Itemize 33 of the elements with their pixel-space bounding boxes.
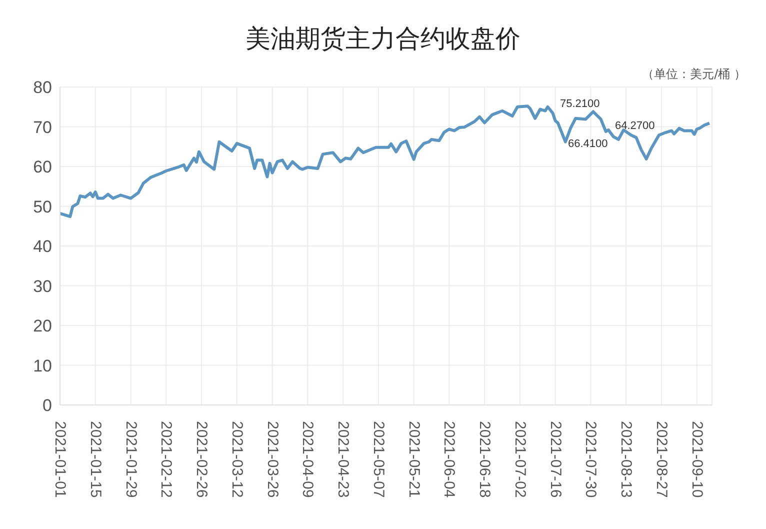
y-tick-label: 0 xyxy=(42,396,52,416)
annotation: 66.4100 xyxy=(568,138,608,150)
y-tick-label: 30 xyxy=(33,276,52,296)
x-tick-label: 2021-01-01 xyxy=(52,421,68,498)
y-tick-label: 40 xyxy=(33,237,52,256)
x-tick-label: 2021-08-13 xyxy=(618,421,635,498)
x-tick-label: 2021-03-26 xyxy=(264,421,281,498)
y-tick-label: 20 xyxy=(33,316,52,336)
x-tick-label: 2021-01-15 xyxy=(86,421,104,498)
x-tick-label: 2021-07-30 xyxy=(582,421,600,498)
chart-subtitle: （单位：美元/桶 ） xyxy=(642,66,746,83)
x-tick-label: 2021-01-29 xyxy=(122,421,140,498)
y-tick-label: 80 xyxy=(33,78,52,98)
annotation: 75.2100 xyxy=(560,98,600,110)
x-tick-label: 2021-02-26 xyxy=(193,421,210,498)
x-tick-label: 2021-09-10 xyxy=(688,421,706,498)
x-tick-label: 2021-07-02 xyxy=(511,421,528,498)
x-tick-label: 2021-06-04 xyxy=(440,421,458,498)
x-tick-label: 2021-05-07 xyxy=(370,421,387,498)
x-tick-label: 2021-04-09 xyxy=(299,421,316,498)
x-tick-label: 2021-03-12 xyxy=(228,421,246,498)
x-tick-label: 2021-04-23 xyxy=(334,421,352,498)
y-tick-label: 70 xyxy=(33,118,52,137)
x-tick-label: 2021-02-12 xyxy=(158,421,175,498)
x-tick-label: 2021-07-16 xyxy=(546,421,564,498)
x-tick-label: 2021-05-21 xyxy=(405,421,422,498)
y-tick-label: 50 xyxy=(33,197,52,216)
annotation: 64.2700 xyxy=(615,120,655,132)
chart-title: 美油期货主力合约收盘价 xyxy=(244,23,522,55)
x-tick-label: 2021-08-27 xyxy=(652,421,670,498)
x-tick-label: 2021-06-18 xyxy=(476,421,494,498)
y-tick-label: 60 xyxy=(33,158,52,177)
y-tick-label: 10 xyxy=(33,356,52,376)
